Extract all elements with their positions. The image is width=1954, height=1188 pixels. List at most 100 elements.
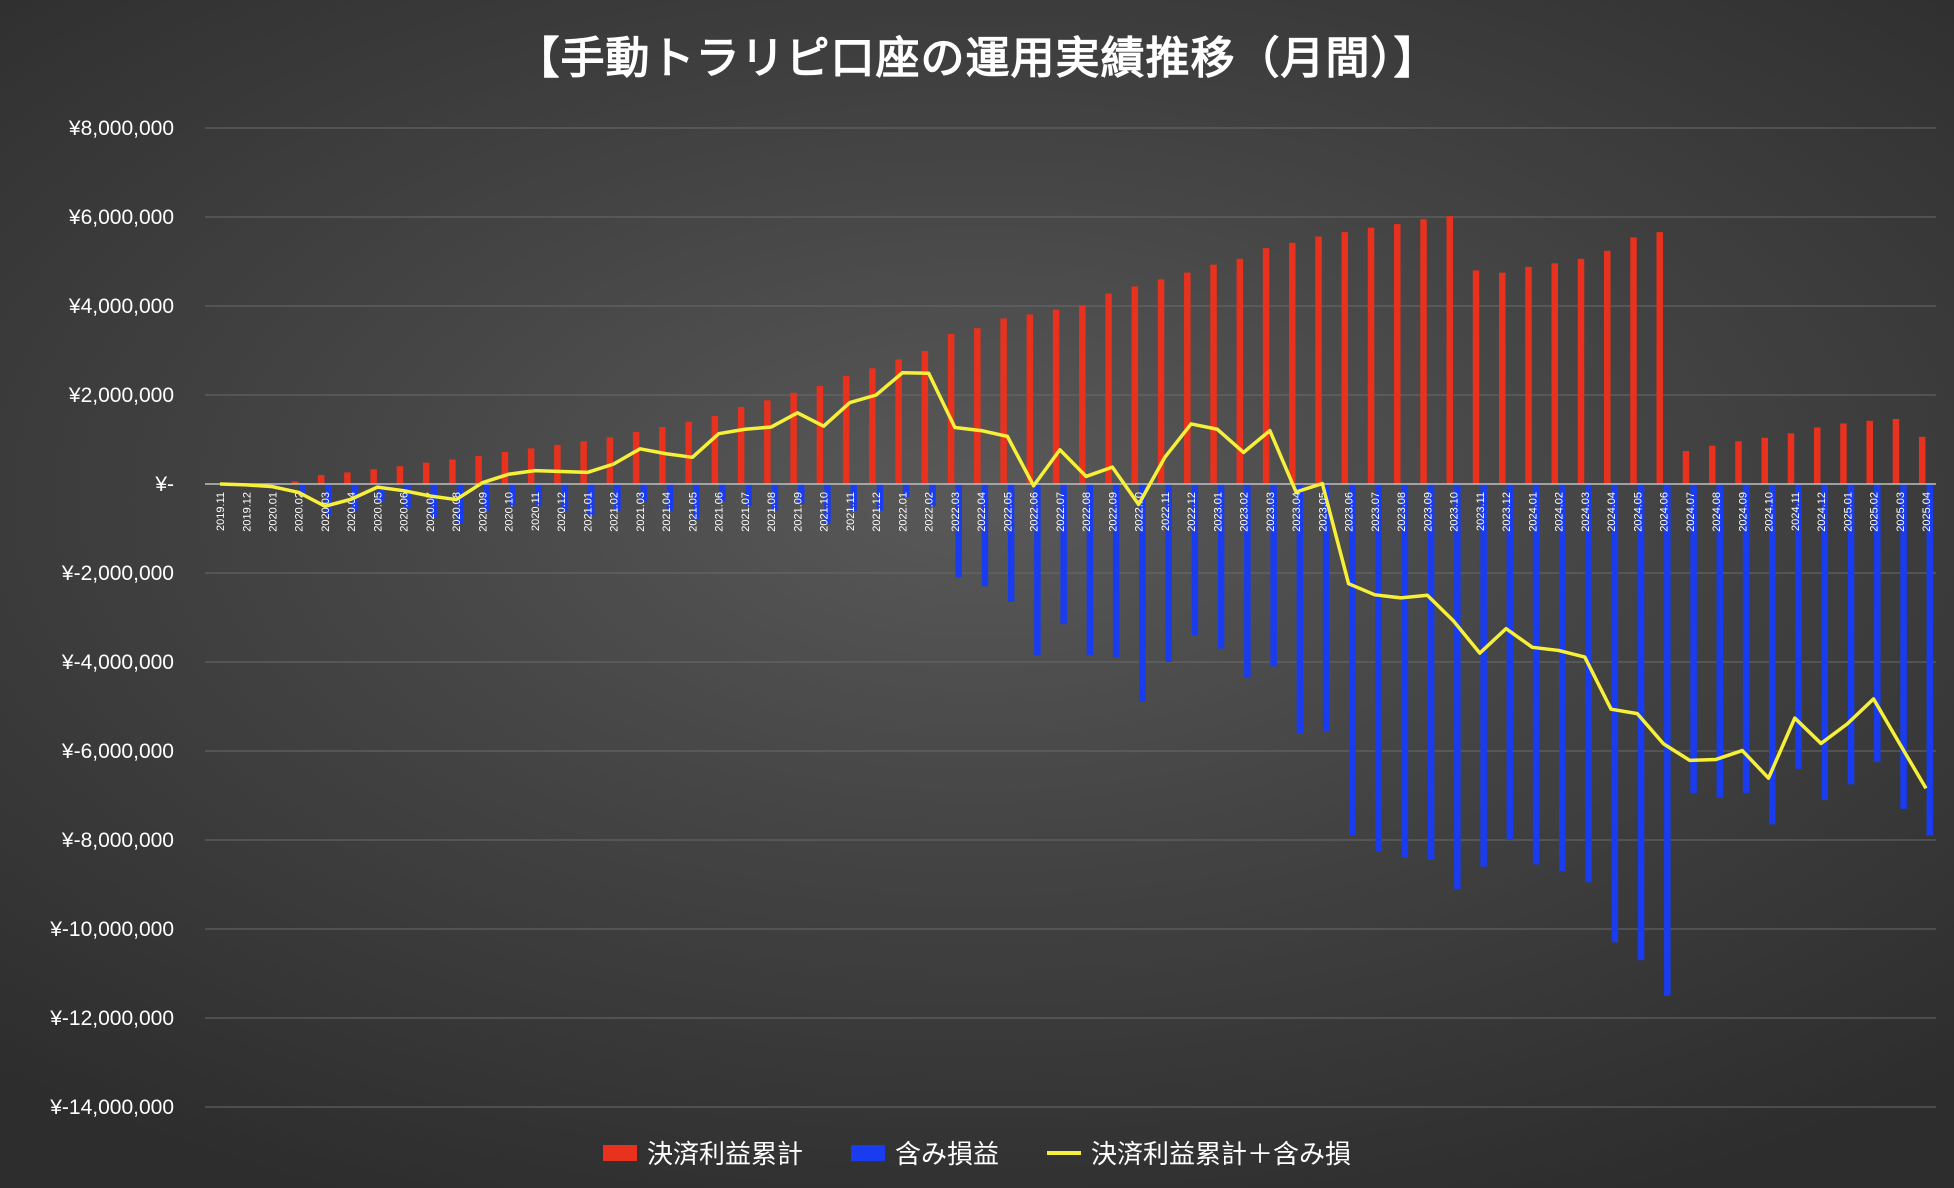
x-tick-label: 2024.11 bbox=[1790, 492, 1802, 531]
bar-unrealized bbox=[1742, 484, 1750, 794]
x-tick-label: 2020.05 bbox=[372, 492, 384, 532]
bar-realized bbox=[790, 392, 797, 484]
x-tick-label: 2024.12 bbox=[1816, 492, 1828, 532]
x-tick-label: 2025.01 bbox=[1842, 492, 1854, 532]
gridlines bbox=[205, 127, 1936, 1108]
x-tick-label: 2024.01 bbox=[1527, 492, 1539, 532]
x-tick-label: 2024.03 bbox=[1580, 492, 1592, 532]
x-tick-label: 2024.02 bbox=[1554, 492, 1566, 532]
bar-realized bbox=[659, 427, 666, 484]
bar-unrealized bbox=[876, 484, 884, 511]
bar-unrealized bbox=[430, 484, 438, 518]
bar-unrealized bbox=[1716, 484, 1724, 798]
x-tick-label: 2019.11 bbox=[215, 492, 227, 531]
bar-unrealized bbox=[640, 484, 647, 501]
x-tick-label: 2021.02 bbox=[609, 492, 621, 532]
bar-unrealized bbox=[1322, 484, 1330, 731]
x-tick-label: 2022.11 bbox=[1160, 492, 1172, 531]
x-tick-label: 2020.04 bbox=[346, 492, 358, 532]
bar-realized bbox=[1341, 232, 1349, 484]
x-tick-label: 2023.08 bbox=[1396, 492, 1408, 532]
bar-realized bbox=[1708, 445, 1716, 484]
bar-realized bbox=[711, 415, 719, 484]
y-tick-label: ¥-6,000,000 bbox=[61, 740, 174, 763]
bar-unrealized bbox=[929, 484, 936, 507]
bar-unrealized bbox=[1034, 484, 1041, 656]
x-tick-label: 2021.12 bbox=[871, 492, 883, 532]
bar-realized bbox=[947, 334, 955, 484]
x-tick-label: 2024.09 bbox=[1737, 492, 1749, 532]
x-tick-label: 2023.04 bbox=[1291, 492, 1303, 532]
x-tick-label: 2023.03 bbox=[1265, 492, 1277, 532]
bar-realized bbox=[370, 469, 377, 484]
bar-unrealized bbox=[1112, 484, 1120, 658]
bar-unrealized bbox=[1795, 484, 1802, 769]
line-series bbox=[219, 371, 1928, 790]
x-tick-label: 2020.01 bbox=[267, 492, 279, 532]
bar-unrealized bbox=[1480, 484, 1487, 867]
bar-realized bbox=[869, 368, 876, 484]
bar-unrealized bbox=[1900, 484, 1907, 809]
bar-realized bbox=[1472, 270, 1480, 484]
x-tick-label: 2022.07 bbox=[1055, 492, 1067, 532]
bar-unrealized bbox=[1007, 484, 1015, 602]
bar-realized bbox=[1236, 258, 1244, 484]
chart-title: 【手動トラリピ口座の運用実績推移（月間）】 bbox=[515, 33, 1439, 84]
x-tick-label: 2023.12 bbox=[1501, 492, 1513, 532]
bar-realized bbox=[1315, 236, 1322, 484]
bar-realized bbox=[1735, 441, 1742, 484]
bar-realized bbox=[580, 441, 587, 484]
bar-realized bbox=[1262, 248, 1270, 484]
bar-unrealized bbox=[535, 484, 542, 507]
x-tick-label: 2022.12 bbox=[1186, 492, 1198, 532]
bar-unrealized bbox=[981, 484, 989, 587]
x-tick-label: 2020.10 bbox=[504, 492, 516, 532]
bar-realized bbox=[895, 359, 902, 484]
x-tick-label: 2021.03 bbox=[635, 492, 647, 532]
x-tick-label: 2022.03 bbox=[950, 492, 962, 532]
x-tick-label: 2022.02 bbox=[924, 492, 936, 532]
x-tick-label: 2023.10 bbox=[1449, 492, 1461, 532]
x-tick-label: 2023.02 bbox=[1239, 492, 1251, 532]
bar-realized bbox=[344, 472, 351, 484]
x-tick-label: 2021.05 bbox=[687, 492, 699, 532]
bar-realized bbox=[1157, 279, 1165, 484]
x-tick-label: 2020.09 bbox=[477, 492, 489, 532]
bar-unrealized bbox=[1506, 484, 1514, 840]
x-tick-label: 2022.01 bbox=[897, 492, 909, 532]
x-tick-label: 2020.11 bbox=[530, 492, 542, 531]
bar-realized bbox=[1577, 258, 1585, 484]
bar-realized bbox=[1918, 436, 1926, 484]
bar-unrealized bbox=[1847, 484, 1855, 785]
bar-realized bbox=[1656, 232, 1663, 484]
bar-unrealized bbox=[771, 484, 779, 511]
bar-realized bbox=[1420, 219, 1427, 485]
legend-item-total: 決済利益累計＋含み損 bbox=[1047, 1134, 1351, 1171]
bar-unrealized bbox=[1454, 484, 1461, 889]
legend-item-unrealized: 含み損益 bbox=[850, 1134, 999, 1171]
bar-unrealized bbox=[483, 484, 490, 511]
x-tick-label: 2020.07 bbox=[425, 492, 437, 532]
x-tick-label: 2021.07 bbox=[740, 492, 752, 532]
x-tick-label: 2021.01 bbox=[582, 492, 594, 532]
bar-unrealized bbox=[404, 484, 411, 509]
bar-realized bbox=[1840, 423, 1847, 484]
bar-unrealized bbox=[588, 484, 595, 516]
x-tick-label: 2024.08 bbox=[1711, 492, 1723, 532]
bar-unrealized bbox=[1244, 484, 1251, 678]
bar-unrealized bbox=[1532, 484, 1540, 865]
bar-realized bbox=[921, 350, 929, 484]
bar-realized bbox=[632, 431, 640, 484]
bar-realized bbox=[1499, 272, 1506, 485]
x-tick-label: 2022.04 bbox=[976, 492, 988, 532]
x-tick-label: 2023.01 bbox=[1212, 492, 1224, 532]
legend-label-unrealized: 含み損益 bbox=[894, 1140, 999, 1170]
bar-unrealized bbox=[1874, 484, 1881, 763]
bar-unrealized bbox=[1349, 484, 1356, 836]
bar-unrealized bbox=[1664, 484, 1671, 996]
bar-realized bbox=[1761, 437, 1768, 484]
bar-unrealized bbox=[902, 484, 910, 498]
x-tick-label: 2021.11 bbox=[845, 492, 857, 531]
x-tick-label: 2021.04 bbox=[661, 492, 673, 532]
